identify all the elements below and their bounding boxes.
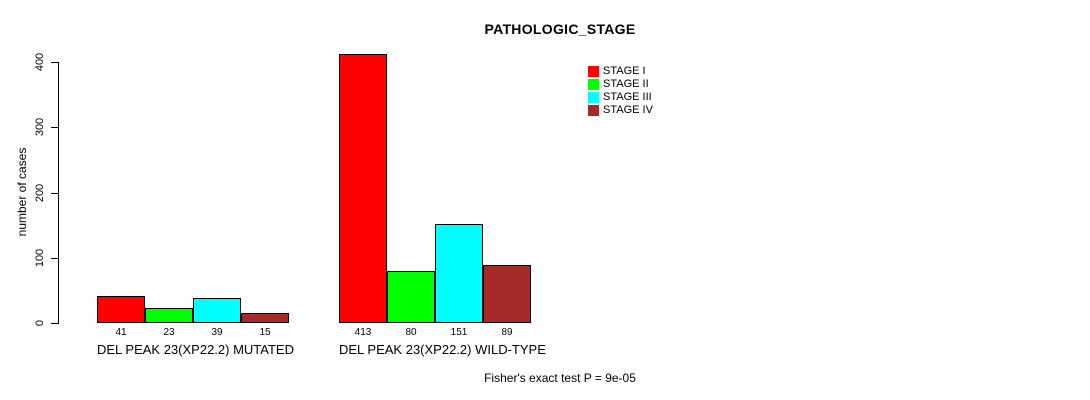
chart-title: PATHOLOGIC_STAGE xyxy=(484,21,636,37)
y-axis-tick-label: 400 xyxy=(34,52,46,72)
bar-value-label: 23 xyxy=(163,327,175,338)
fisher-test-note: Fisher's exact test P = 9e-05 xyxy=(484,371,636,385)
legend-label: STAGE II xyxy=(603,78,649,90)
bar-stage-iii-del-peak-23-xp22-2-mutated xyxy=(193,298,241,323)
bar-stage-i-del-peak-23-xp22-2-mutated xyxy=(97,296,145,323)
legend-item-stage-ii: STAGE II xyxy=(588,78,653,91)
bar-value-label: 80 xyxy=(405,327,417,338)
y-axis-tick xyxy=(51,127,58,128)
legend-swatch-stage-ii xyxy=(588,79,599,90)
y-axis-tick-label: 300 xyxy=(34,117,46,137)
bar-stage-i-del-peak-23-xp22-2-wild-type xyxy=(339,54,387,323)
legend-item-stage-i: STAGE I xyxy=(588,65,653,78)
y-axis-tick xyxy=(51,193,58,194)
group-label-del-peak-23-xp22-2-wild-type: DEL PEAK 23(XP22.2) WILD-TYPE xyxy=(339,342,546,357)
y-axis-tick xyxy=(51,258,58,259)
y-axis-tick-label: 100 xyxy=(34,248,46,268)
legend-swatch-stage-i xyxy=(588,66,599,77)
y-axis-tick-label: 200 xyxy=(34,183,46,203)
bar-value-label: 15 xyxy=(259,327,271,338)
y-axis-line xyxy=(58,62,59,324)
bar-value-label: 151 xyxy=(450,327,468,338)
y-axis-tick xyxy=(51,323,58,324)
legend-swatch-stage-iii xyxy=(588,92,599,103)
bar-stage-ii-del-peak-23-xp22-2-wild-type xyxy=(387,271,435,323)
bar-value-label: 89 xyxy=(501,327,513,338)
y-axis-tick-label: 0 xyxy=(34,319,46,327)
legend-label: STAGE I xyxy=(603,65,646,77)
bar-value-label: 39 xyxy=(211,327,223,338)
legend-label: STAGE IV xyxy=(603,104,653,116)
bar-value-label: 41 xyxy=(115,327,127,338)
bar-stage-iii-del-peak-23-xp22-2-wild-type xyxy=(435,224,483,323)
bar-stage-iv-del-peak-23-xp22-2-mutated xyxy=(241,313,289,323)
legend-swatch-stage-iv xyxy=(588,105,599,116)
bar-stage-iv-del-peak-23-xp22-2-wild-type xyxy=(483,265,531,323)
group-label-del-peak-23-xp22-2-mutated: DEL PEAK 23(XP22.2) MUTATED xyxy=(97,342,294,357)
legend-label: STAGE III xyxy=(603,91,652,103)
legend-item-stage-iv: STAGE IV xyxy=(588,104,653,117)
bar-value-label: 413 xyxy=(354,327,372,338)
bar-stage-ii-del-peak-23-xp22-2-mutated xyxy=(145,308,193,323)
y-axis-tick xyxy=(51,62,58,63)
legend-item-stage-iii: STAGE III xyxy=(588,91,653,104)
legend: STAGE I STAGE II STAGE III STAGE IV xyxy=(588,65,653,117)
